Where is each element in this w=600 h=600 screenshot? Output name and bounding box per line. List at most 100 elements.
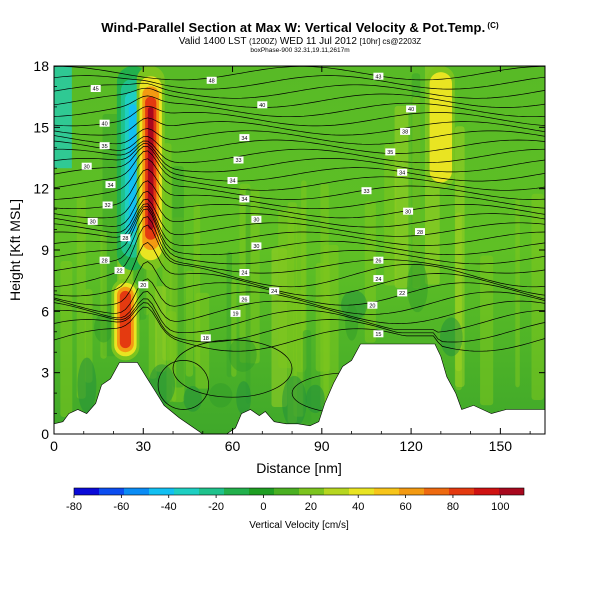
- svg-text:30: 30: [253, 244, 259, 250]
- theta-contour-label: 22: [397, 289, 408, 297]
- theta-contour-label: 40: [99, 119, 110, 127]
- isentrope: [54, 143, 545, 173]
- y-tick-label: 15: [33, 119, 49, 135]
- valid-time-line: Valid 1400 LST (1200Z) WED 11 Jul 2012 […: [178, 36, 422, 47]
- isentrope: [157, 360, 210, 410]
- isentrope: [54, 117, 545, 136]
- colorbar-label: Vertical Velocity [cm/s]: [249, 520, 349, 531]
- svg-text:24: 24: [271, 289, 277, 295]
- theta-contour-label: 33: [361, 187, 372, 195]
- isentrope: [54, 241, 545, 297]
- svg-text:20: 20: [140, 283, 146, 289]
- isentrope: [54, 95, 545, 118]
- colorbar-tick-label: 40: [352, 501, 364, 513]
- y-tick-label: 9: [41, 242, 49, 258]
- isentrope: [54, 261, 545, 306]
- svg-text:33: 33: [363, 189, 369, 195]
- svg-text:40: 40: [408, 107, 414, 113]
- downdraft-core: [128, 104, 137, 233]
- svg-text:26: 26: [375, 258, 381, 264]
- x-tick-label: 150: [489, 438, 513, 454]
- y-tick-label: 18: [33, 58, 49, 74]
- svg-text:35: 35: [102, 144, 108, 150]
- svg-text:34: 34: [399, 171, 405, 177]
- svg-text:22: 22: [399, 291, 405, 297]
- x-tick-label: 0: [50, 438, 58, 454]
- theta-contour-label: 19: [230, 309, 241, 318]
- svg-text:34: 34: [241, 136, 247, 142]
- theta-contour-label: 22: [114, 266, 125, 275]
- isentrope: [172, 339, 293, 398]
- isentrope: [54, 82, 545, 99]
- x-axis-label: Distance [nm]: [256, 460, 342, 476]
- colorbar-tick-label: -80: [66, 501, 82, 513]
- svg-text:28: 28: [122, 236, 128, 242]
- svg-text:34: 34: [107, 183, 113, 189]
- isentrope: [54, 190, 545, 228]
- theta-contour-label: 34: [239, 195, 250, 203]
- colorbar-tick-label: 60: [399, 501, 411, 513]
- svg-text:34: 34: [241, 197, 247, 203]
- x-tick-label: 90: [314, 438, 330, 454]
- isentrope: [54, 224, 545, 288]
- svg-text:30: 30: [84, 164, 90, 170]
- isentrope: [54, 278, 545, 315]
- svg-text:20: 20: [369, 303, 375, 309]
- theta-contour-label: 15: [373, 330, 384, 338]
- svg-text:35: 35: [387, 150, 393, 156]
- colorbar-tick-label: -20: [208, 501, 224, 513]
- theta-contour-label: 28: [120, 234, 131, 242]
- y-tick-label: 6: [41, 303, 49, 319]
- colorbar-tick-label: 80: [447, 501, 459, 513]
- colorbar-tick-label: 100: [491, 501, 509, 513]
- isentrope: [54, 87, 545, 108]
- theta-contour-label: 26: [373, 256, 384, 264]
- isentrope: [54, 168, 545, 210]
- colorbar-tick-label: 0: [260, 501, 266, 513]
- updraft-core: [429, 72, 452, 183]
- isentrope: [54, 158, 545, 200]
- theta-contour-label: 48: [206, 76, 217, 85]
- theta-contour-label: 26: [239, 295, 250, 303]
- theta-contour-label: 33: [233, 156, 244, 164]
- isentrope: [54, 198, 545, 237]
- isentrope: [54, 208, 545, 265]
- theta-contour-label: 34: [397, 168, 408, 177]
- theta-contour-label: 32: [102, 201, 113, 209]
- svg-text:43: 43: [375, 74, 381, 80]
- y-tick-label: 12: [33, 181, 49, 197]
- theta-contour-label: 43: [373, 72, 384, 80]
- theta-contour-label: 20: [367, 301, 378, 309]
- theta-contour-label: 30: [251, 215, 262, 224]
- y-tick-label: 3: [41, 365, 49, 381]
- theta-contour-label: 30: [403, 207, 414, 215]
- y-axis-label: Height [Kft MSL]: [7, 199, 23, 301]
- isentrope: [54, 128, 545, 145]
- svg-text:22: 22: [116, 269, 122, 275]
- svg-text:38: 38: [402, 130, 408, 136]
- colorbar-tick-label: -40: [161, 501, 177, 513]
- theta-contour-label: 28: [415, 228, 425, 236]
- svg-text:30: 30: [90, 220, 96, 226]
- theta-contour-label: 28: [99, 256, 110, 264]
- svg-text:26: 26: [241, 297, 247, 303]
- theta-contour-label: 35: [385, 148, 396, 156]
- updraft-core: [119, 290, 131, 349]
- theta-contour-label: 18: [200, 334, 211, 342]
- colorbar-tick-label: 20: [305, 501, 317, 513]
- svg-text:18: 18: [203, 336, 209, 342]
- terrain: [54, 343, 545, 434]
- theta-contour-label: 40: [257, 101, 268, 109]
- isentrope: [54, 180, 545, 219]
- svg-text:28: 28: [102, 258, 108, 264]
- isentrope: [54, 145, 545, 182]
- isentrope: [54, 216, 545, 274]
- colorbar-tick-label: -60: [113, 501, 129, 513]
- theta-contour-label: 24: [373, 275, 384, 283]
- isentrope: [54, 206, 545, 256]
- svg-text:30: 30: [405, 209, 411, 215]
- x-tick-label: 30: [135, 438, 151, 454]
- svg-text:33: 33: [235, 158, 241, 164]
